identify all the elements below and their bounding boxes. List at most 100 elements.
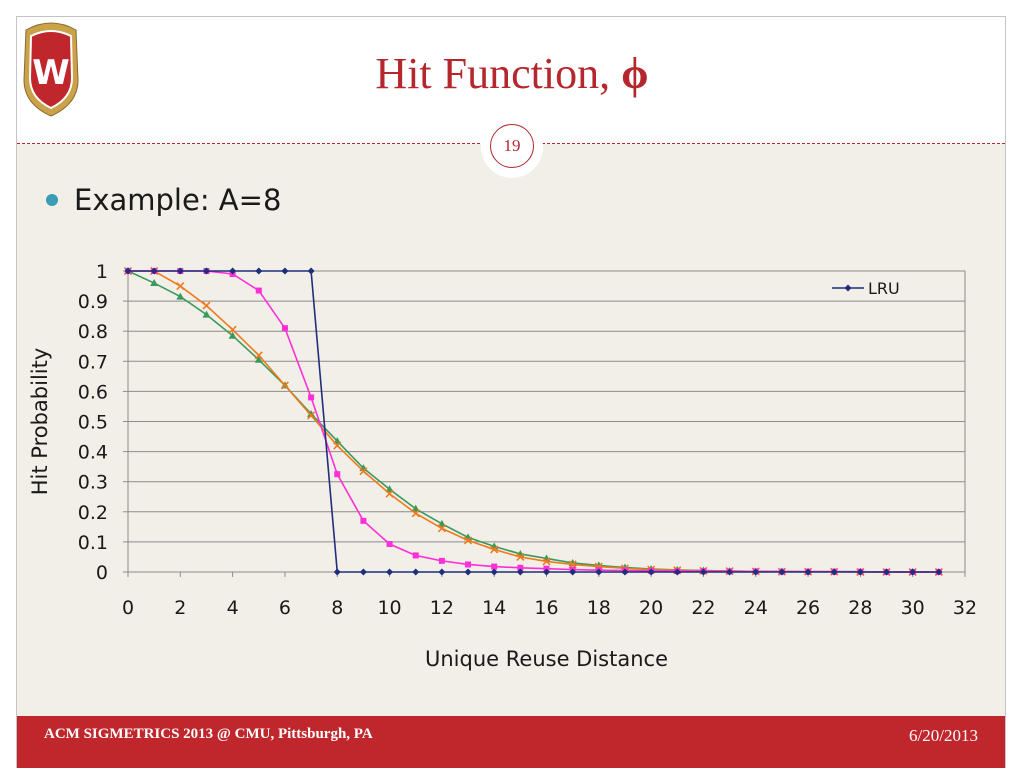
data-point-x [202, 301, 211, 310]
x-tick-label: 6 [279, 597, 291, 619]
series-line [128, 270, 939, 573]
slide-number-badge: 19 [490, 124, 534, 168]
bullet-text: Example: A=8 [74, 183, 282, 217]
data-point-square [360, 517, 367, 524]
hit-probability-chart: 00.10.20.30.40.50.60.70.80.910 2 4 6 8 10 12 14… [28, 261, 977, 671]
slide-frame [16, 16, 1006, 768]
data-point-diamond [150, 267, 158, 275]
data-point-triangle [411, 504, 420, 512]
data-point-diamond [307, 267, 315, 275]
data-point-diamond [726, 568, 734, 576]
data-point-square [386, 541, 393, 548]
data-point-x [176, 281, 185, 291]
data-point-diamond [804, 568, 812, 576]
data-point-triangle [254, 355, 263, 363]
x-tick-label: 22 [691, 597, 715, 619]
data-point-triangle [385, 485, 394, 493]
y-tick-label: 0.8 [78, 321, 108, 343]
data-point-diamond [830, 568, 838, 576]
slide-footer [17, 716, 1005, 768]
y-tick-label: 0.7 [78, 351, 108, 373]
x-tick-label: 32 [953, 597, 977, 619]
logo-letter: W [32, 53, 70, 93]
data-point-x [411, 509, 420, 518]
slide-title: Hit Function, ϕ [0, 48, 1024, 99]
x-tick-label: 28 [848, 597, 872, 619]
data-point-diamond [202, 267, 210, 275]
data-point-triangle [307, 409, 316, 417]
data-point-diamond [569, 568, 577, 576]
data-point-diamond [543, 568, 550, 576]
data-point-square [255, 287, 262, 294]
x-tick-label: 14 [482, 597, 506, 619]
data-point-diamond [255, 267, 263, 275]
data-point-triangle [202, 310, 211, 318]
data-point-diamond [412, 568, 420, 576]
y-tick-label: 0.3 [78, 472, 108, 494]
x-tick-label: 4 [227, 597, 239, 619]
y-tick-label: 0.6 [78, 381, 108, 403]
data-point-diamond [844, 284, 852, 292]
data-point-diamond [333, 568, 341, 576]
x-tick-label: 8 [331, 597, 343, 619]
data-point-square [334, 471, 341, 478]
data-point-x [307, 411, 316, 420]
data-point-diamond [752, 568, 760, 576]
data-point-x [385, 489, 394, 498]
x-axis-label: Unique Reuse Distance [425, 647, 668, 671]
data-point-x [333, 441, 342, 450]
data-point-diamond [595, 568, 603, 576]
bullet-dot-icon [46, 194, 58, 206]
footer-conference: ACM SIGMETRICS 2013 @ CMU, Pittsburgh, P… [44, 726, 373, 742]
data-point-square [281, 325, 288, 332]
y-tick-label: 0.1 [78, 532, 108, 554]
bullet-item: Example: A=8 [46, 183, 281, 217]
data-point-triangle [176, 292, 185, 300]
x-tick-label: 16 [534, 597, 558, 619]
data-point-square [412, 552, 419, 559]
wisconsin-crest-logo: W [23, 22, 79, 117]
x-tick-label: 24 [744, 597, 768, 619]
data-point-diamond [359, 568, 367, 576]
data-point-diamond [516, 568, 524, 576]
data-point-square [308, 394, 315, 401]
data-point-diamond [124, 267, 132, 275]
data-point-square [491, 563, 498, 570]
slide-title-phi-symbol: ϕ [621, 49, 649, 98]
data-point-triangle [150, 279, 159, 287]
data-point-diamond [647, 568, 655, 576]
y-tick-label: 0.9 [78, 291, 108, 313]
data-point-diamond [438, 568, 446, 576]
x-tick-label: 0 [122, 597, 134, 619]
data-point-x [463, 536, 473, 545]
legend-label: LRU [868, 279, 900, 298]
data-point-diamond [176, 267, 184, 275]
x-tick-label: 10 [377, 597, 401, 619]
x-tick-label: 2 [174, 597, 186, 619]
data-point-triangle [437, 519, 446, 527]
data-point-x [359, 467, 368, 476]
footer-date: 6/20/2013 [909, 726, 978, 745]
data-point-diamond [935, 568, 943, 576]
x-tick-label: 18 [587, 597, 611, 619]
data-point-diamond [386, 568, 394, 576]
data-point-square [438, 557, 445, 564]
data-point-diamond [464, 568, 472, 576]
data-point-diamond [621, 568, 629, 576]
y-tick-label: 0.2 [78, 502, 108, 524]
data-point-diamond [281, 267, 289, 275]
data-point-x [516, 552, 525, 562]
x-tick-label: 26 [796, 597, 820, 619]
data-point-x [254, 351, 263, 360]
y-tick-label: 0 [96, 562, 108, 584]
y-tick-label: 1 [96, 261, 108, 283]
y-tick-label: 0.5 [78, 412, 108, 434]
data-point-x [490, 545, 499, 554]
data-point-square [517, 564, 524, 571]
y-tick-label: 0.4 [78, 442, 108, 464]
data-point-diamond [699, 568, 707, 576]
data-point-square [465, 561, 472, 568]
data-point-diamond [490, 568, 498, 576]
x-tick-label: 30 [901, 597, 925, 619]
data-point-x [437, 524, 446, 533]
